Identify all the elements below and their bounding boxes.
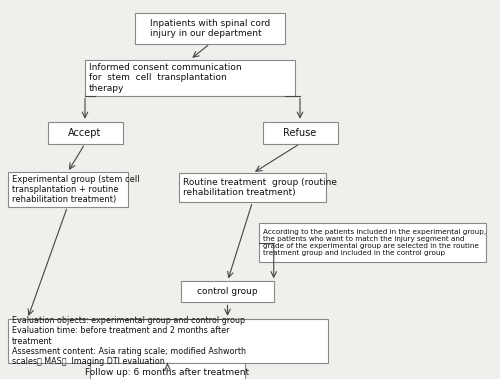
FancyBboxPatch shape bbox=[90, 363, 245, 379]
Text: Informed consent communication
for  stem  cell  transplantation
therapy: Informed consent communication for stem … bbox=[89, 63, 242, 92]
Text: control group: control group bbox=[197, 287, 258, 296]
Text: Experimental group (stem cell
transplantation + routine
rehabilitation treatment: Experimental group (stem cell transplant… bbox=[12, 175, 139, 204]
Text: According to the patients included in the experimental group,
the patients who w: According to the patients included in th… bbox=[263, 229, 486, 256]
FancyBboxPatch shape bbox=[182, 281, 274, 302]
FancyBboxPatch shape bbox=[85, 60, 295, 96]
Text: Routine treatment  group (routine
rehabilitation treatment): Routine treatment group (routine rehabil… bbox=[183, 178, 337, 197]
FancyBboxPatch shape bbox=[259, 223, 486, 262]
Text: Accept: Accept bbox=[68, 128, 102, 138]
FancyBboxPatch shape bbox=[179, 174, 326, 202]
FancyBboxPatch shape bbox=[48, 122, 122, 144]
Text: Follow up: 6 months after treatment: Follow up: 6 months after treatment bbox=[86, 368, 249, 377]
Text: Inpatients with spinal cord
injury in our department: Inpatients with spinal cord injury in ou… bbox=[150, 19, 270, 38]
FancyBboxPatch shape bbox=[8, 319, 328, 363]
FancyBboxPatch shape bbox=[135, 13, 285, 44]
Text: Evaluation objects: experimental group and control group
Evaluation time: before: Evaluation objects: experimental group a… bbox=[12, 316, 246, 366]
FancyBboxPatch shape bbox=[8, 172, 128, 207]
FancyBboxPatch shape bbox=[262, 122, 338, 144]
Text: Refuse: Refuse bbox=[284, 128, 316, 138]
